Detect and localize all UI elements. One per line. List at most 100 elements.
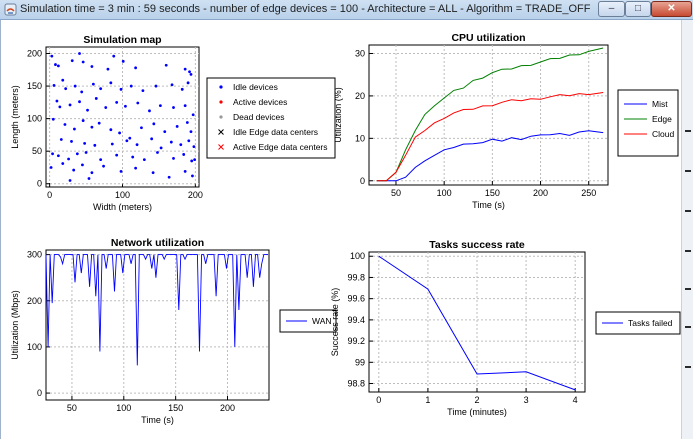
network-chart-title: Network utilization	[111, 237, 204, 249]
network-x-tick-label: 150	[168, 403, 183, 413]
cpu-y-tick-label: 0	[360, 176, 365, 186]
tasks-y-tick-label: 99	[355, 357, 365, 367]
network-x-tick-label: 200	[220, 403, 235, 413]
idle-device-point	[99, 158, 103, 162]
cpu-legend-label: Cloud	[652, 129, 674, 139]
idle-device-point	[97, 121, 101, 125]
cpu-legend-label: Mist	[652, 99, 668, 109]
idle-device-point	[90, 65, 94, 68]
idle-device-point	[186, 81, 190, 85]
network-x-axis-label: Time (s)	[141, 415, 174, 425]
tasks-x-axis-label: Time (minutes)	[447, 407, 507, 417]
idle-device-point	[94, 97, 98, 100]
cpu-x-axis-label: Time (s)	[472, 200, 505, 210]
map-y-tick-label: 0	[37, 179, 42, 189]
idle-device-point	[192, 145, 196, 149]
idle-device-point	[119, 169, 123, 173]
idle-device-point	[84, 151, 88, 154]
idle-device-point	[78, 100, 81, 104]
idle-device-point	[129, 84, 133, 88]
idle-device-point	[81, 119, 85, 122]
map-legend-label: Idle Edge data centers	[233, 127, 318, 137]
idle-device-point	[141, 89, 145, 93]
idle-device-point	[63, 123, 67, 126]
idle-device-point	[115, 100, 119, 104]
cpu-x-tick-label: 100	[437, 188, 452, 198]
network-legend	[279, 309, 337, 333]
idle-device-point	[91, 82, 95, 86]
idle-device-point	[51, 117, 55, 121]
idle-device-point	[75, 152, 79, 156]
idle-device-point	[54, 63, 57, 66]
map-chart-title: Simulation map	[83, 34, 161, 46]
cpu-series-edge	[376, 47, 604, 182]
idle-device-point	[109, 128, 113, 132]
map-legend-marker	[219, 100, 223, 104]
window-titlebar[interactable]: Simulation time = 3 min : 59 seconds - n…	[0, 0, 693, 20]
idle-device-point	[179, 143, 183, 147]
tasks-series-line	[378, 255, 576, 391]
idle-device-point	[87, 177, 91, 180]
map-legend-label: Idle devices	[233, 82, 278, 92]
idle-device-point	[172, 156, 175, 160]
idle-device-point	[78, 52, 81, 55]
idle-device-point	[119, 87, 123, 91]
network-y-tick-label: 0	[37, 388, 42, 398]
idle-device-point	[90, 171, 94, 175]
map-x-tick-label: 200	[188, 190, 203, 200]
tasks-x-tick-label: 0	[376, 395, 381, 405]
map-x-tick-label: 100	[115, 190, 130, 200]
minimize-button[interactable]: –	[598, 1, 625, 17]
cpu-plot-area	[368, 44, 609, 186]
map-legend-label: Active Edge data centers	[233, 142, 328, 152]
idle-device-point	[73, 127, 76, 131]
tasks-y-tick-label: 98.8	[347, 379, 365, 389]
idle-device-point	[86, 108, 89, 112]
idle-device-point	[68, 103, 72, 107]
idle-device-point	[124, 104, 127, 108]
cpu-series-mist	[376, 130, 604, 182]
network-y-tick-label: 300	[27, 250, 42, 260]
idle-device-point	[183, 67, 187, 71]
idle-device-point	[61, 162, 65, 165]
map-x-axis-label: Width (meters)	[93, 202, 152, 212]
tasks-x-tick-label: 2	[474, 395, 479, 405]
idle-device-point	[142, 158, 146, 162]
background-window-edge	[681, 20, 693, 439]
cpu-legend	[617, 89, 679, 157]
idle-device-point	[154, 84, 158, 88]
idle-device-point	[50, 54, 54, 58]
close-button[interactable]: ✕	[651, 1, 692, 17]
cpu-y-tick-label: 10	[355, 133, 365, 143]
idle-device-point	[191, 174, 194, 178]
idle-device-point	[193, 158, 197, 162]
idle-device-point	[187, 139, 191, 143]
idle-device-point	[156, 151, 159, 154]
map-y-axis-label: Length (meters)	[10, 85, 20, 149]
network-legend-label: WAN	[312, 316, 332, 326]
idle-device-point	[152, 122, 156, 126]
idle-device-point	[128, 136, 132, 140]
maximize-button[interactable]: □	[625, 1, 651, 17]
cpu-x-tick-label: 50	[391, 188, 401, 198]
idle-device-point	[81, 163, 84, 167]
window-title: Simulation time = 3 min : 59 seconds - n…	[20, 3, 591, 15]
tasks-chart-title: Tasks success rate	[429, 239, 525, 251]
map-y-tick-label: 100	[27, 114, 42, 124]
idle-device-point	[163, 130, 167, 134]
cpu-x-tick-label: 250	[581, 188, 596, 198]
idle-device-point	[136, 101, 140, 105]
idle-device-point	[67, 157, 70, 161]
idle-device-point	[80, 90, 84, 94]
idle-device-point	[183, 104, 187, 108]
idle-device-point	[59, 138, 63, 141]
tasks-y-axis-label: Success rate (%)	[330, 288, 340, 357]
map-legend-label: Dead devices	[233, 112, 285, 122]
idle-device-point	[99, 87, 103, 91]
idle-device-point	[64, 87, 68, 91]
idle-device-point	[169, 140, 173, 144]
cpu-series-cloud	[376, 92, 604, 182]
idle-device-point	[70, 59, 74, 63]
idle-device-point	[52, 84, 56, 87]
idle-device-point	[58, 105, 62, 109]
